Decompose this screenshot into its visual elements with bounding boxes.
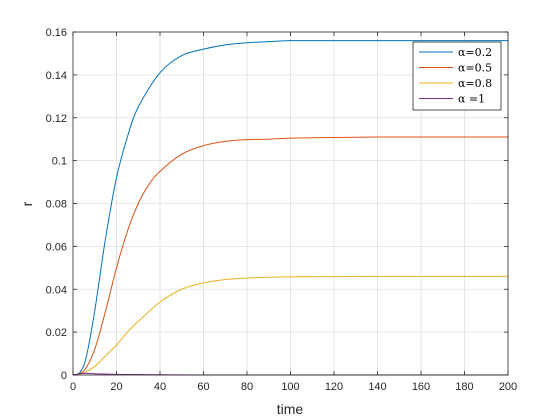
y-tick-label: 0.06 <box>46 241 67 253</box>
x-tick-label: 180 <box>455 381 473 393</box>
x-tick-label: 60 <box>197 381 209 393</box>
y-tick-label: 0.12 <box>46 113 67 125</box>
legend-label: α=0.5 <box>458 62 492 75</box>
y-tick-label: 0.08 <box>46 199 67 211</box>
x-tick-label: 160 <box>412 381 430 393</box>
y-tick-label: 0.04 <box>46 284 67 296</box>
x-tick-label: 20 <box>110 381 122 393</box>
y-axis-label: r <box>19 201 35 206</box>
x-tick-label: 0 <box>70 381 76 393</box>
x-tick-label: 200 <box>499 381 517 393</box>
legend-label: α=0.2 <box>458 46 492 59</box>
x-tick-label: 100 <box>281 381 299 393</box>
x-tick-label: 40 <box>154 381 166 393</box>
y-tick-label: 0.1 <box>52 156 67 168</box>
y-tick-label: 0.14 <box>46 70 67 82</box>
x-tick-label: 120 <box>325 381 343 393</box>
legend-label: α =1 <box>458 93 485 106</box>
x-axis-label: time <box>277 401 304 417</box>
legend-label: α=0.8 <box>458 77 492 90</box>
axis-ticks: 0 20 40 60 80 100 120 140 160 180 200 0 0.02 0.04 0.06… <box>46 27 518 393</box>
legend: α=0.2 α=0.5 α=0.8 α =1 <box>412 41 502 111</box>
series-line <box>72 136 508 376</box>
y-tick-label: 0.02 <box>46 327 67 339</box>
y-tick-label: 0 <box>61 370 67 382</box>
x-tick-label: 140 <box>368 381 386 393</box>
series-line <box>72 275 508 376</box>
y-tick-label: 0.16 <box>46 27 67 39</box>
series-line <box>72 40 508 376</box>
x-tick-label: 80 <box>241 381 253 393</box>
